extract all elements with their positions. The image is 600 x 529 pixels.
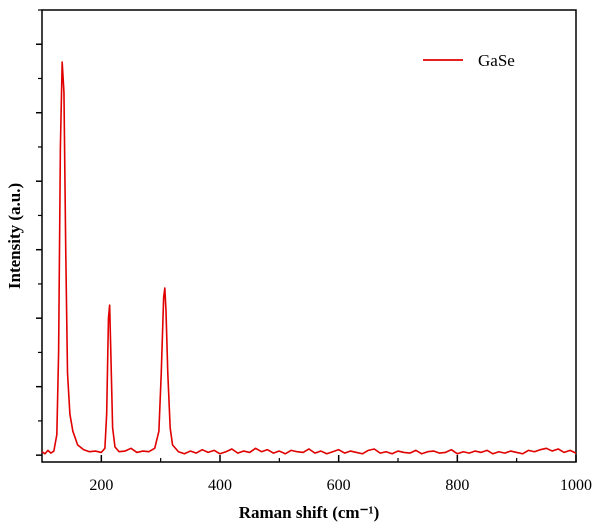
x-tick-label: 600 <box>327 477 351 494</box>
legend-label: GaSe <box>478 51 515 70</box>
x-tick-label: 200 <box>89 477 113 494</box>
x-axis-label: Raman shift (cm⁻¹) <box>239 503 380 522</box>
plot-frame <box>41 9 577 463</box>
x-tick-label: 800 <box>445 477 469 494</box>
y-axis-label: Intensity (a.u.) <box>5 183 24 289</box>
x-tick-label: 1000 <box>560 477 592 494</box>
spectrum-line <box>41 61 577 455</box>
x-tick-label: 400 <box>208 477 232 494</box>
